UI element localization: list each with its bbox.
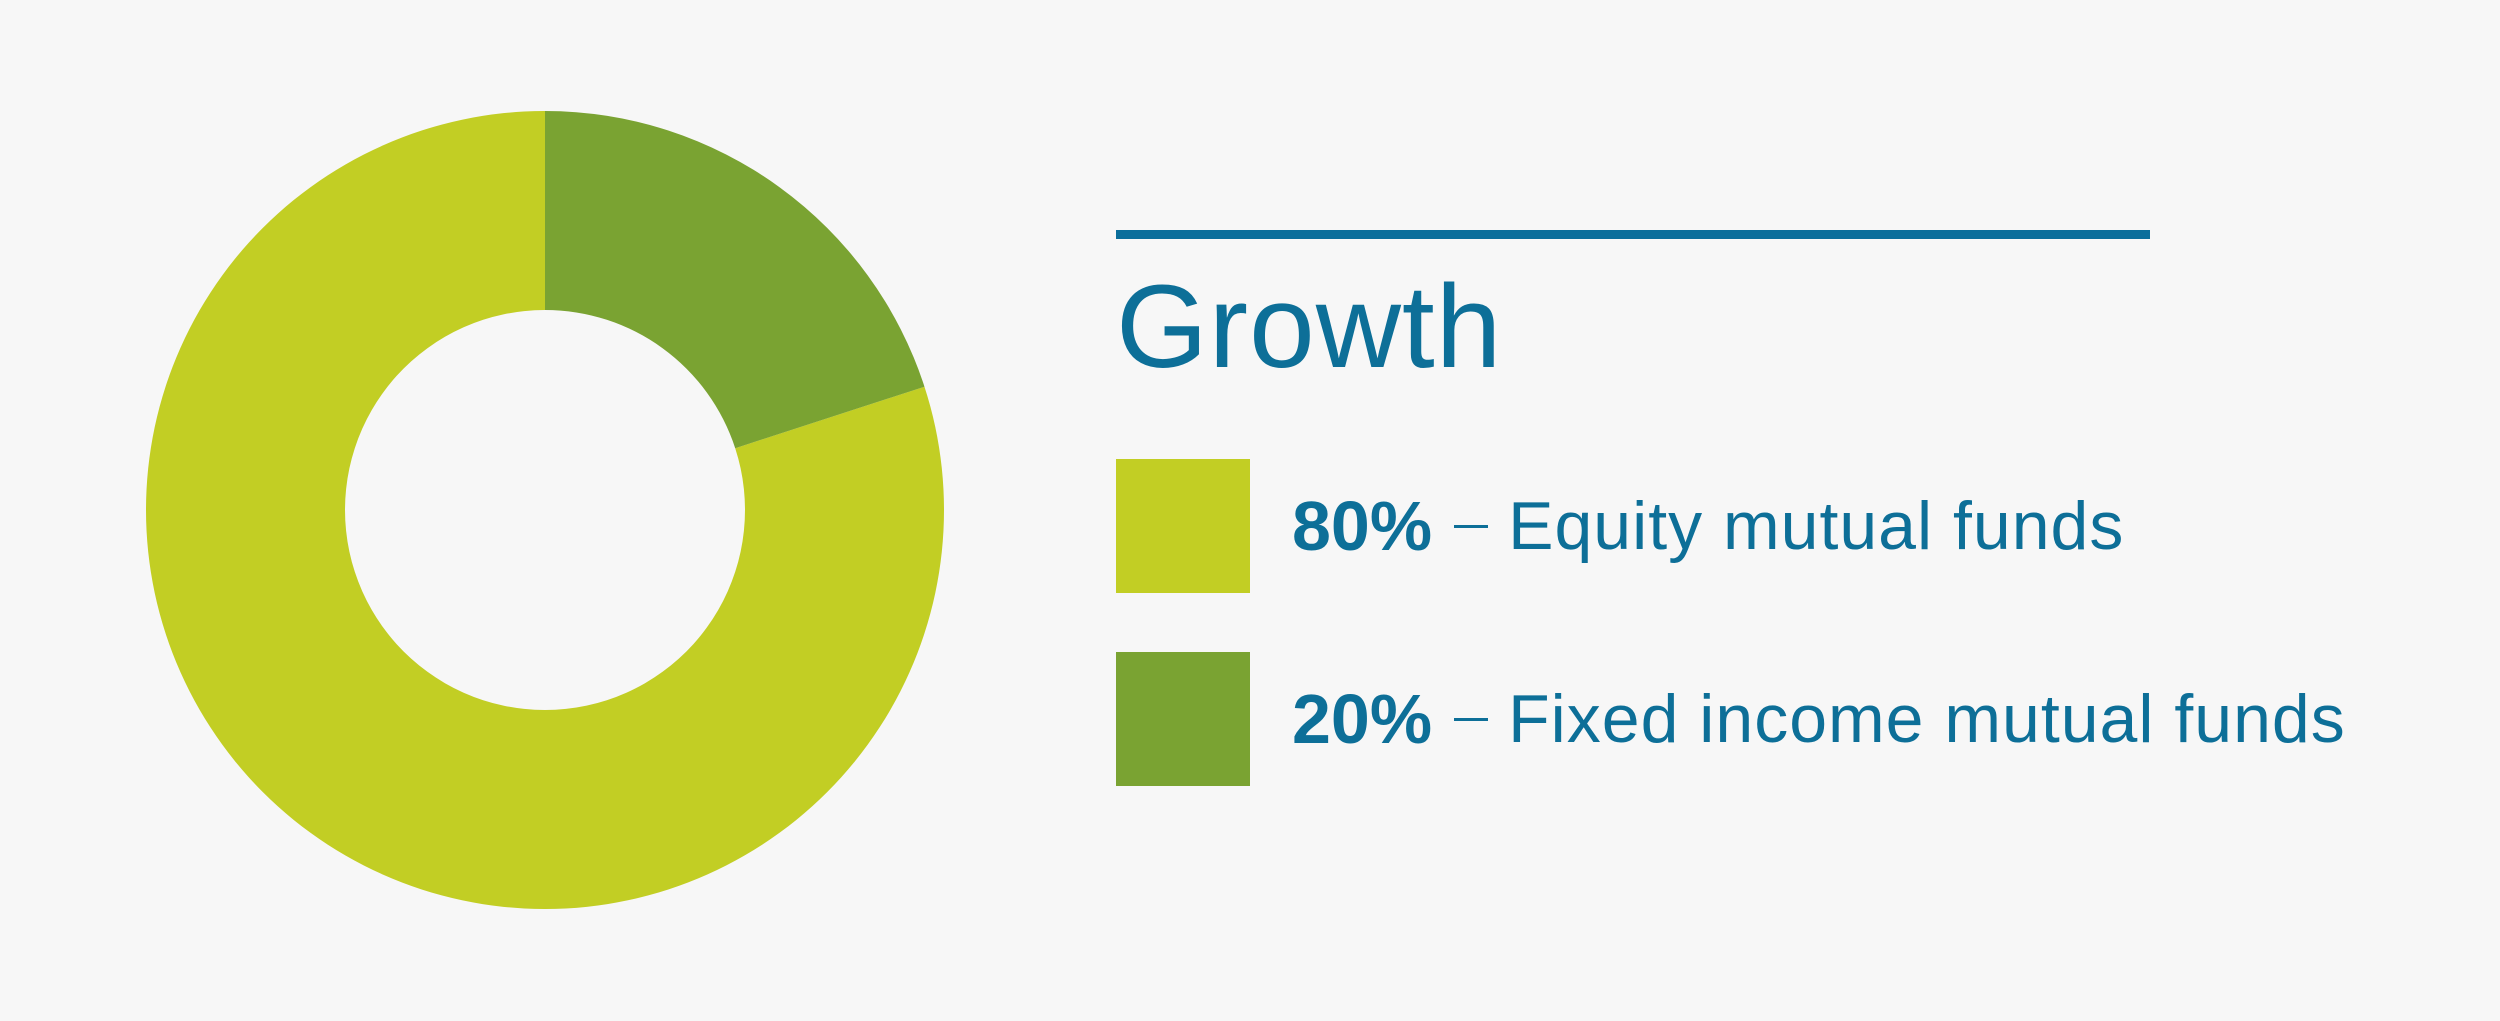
chart-title: Growth bbox=[1116, 261, 1503, 393]
donut-chart bbox=[146, 111, 944, 910]
legend-label: Fixed income mutual funds bbox=[1508, 681, 2346, 757]
donut-slice bbox=[545, 111, 925, 449]
legend-item: 80% Equity mutual funds bbox=[1116, 459, 2124, 593]
legend-swatch bbox=[1116, 652, 1250, 786]
legend-item: 20% Fixed income mutual funds bbox=[1116, 652, 2346, 786]
value-label: 80% bbox=[1292, 487, 1433, 565]
donut-slice bbox=[146, 111, 944, 910]
separator bbox=[1454, 717, 1489, 721]
legend-label: Equity mutual funds bbox=[1508, 488, 2125, 564]
title-rule bbox=[1116, 230, 2150, 239]
value-label: 20% bbox=[1292, 680, 1433, 758]
legend-swatch bbox=[1116, 459, 1250, 593]
separator bbox=[1454, 524, 1489, 528]
